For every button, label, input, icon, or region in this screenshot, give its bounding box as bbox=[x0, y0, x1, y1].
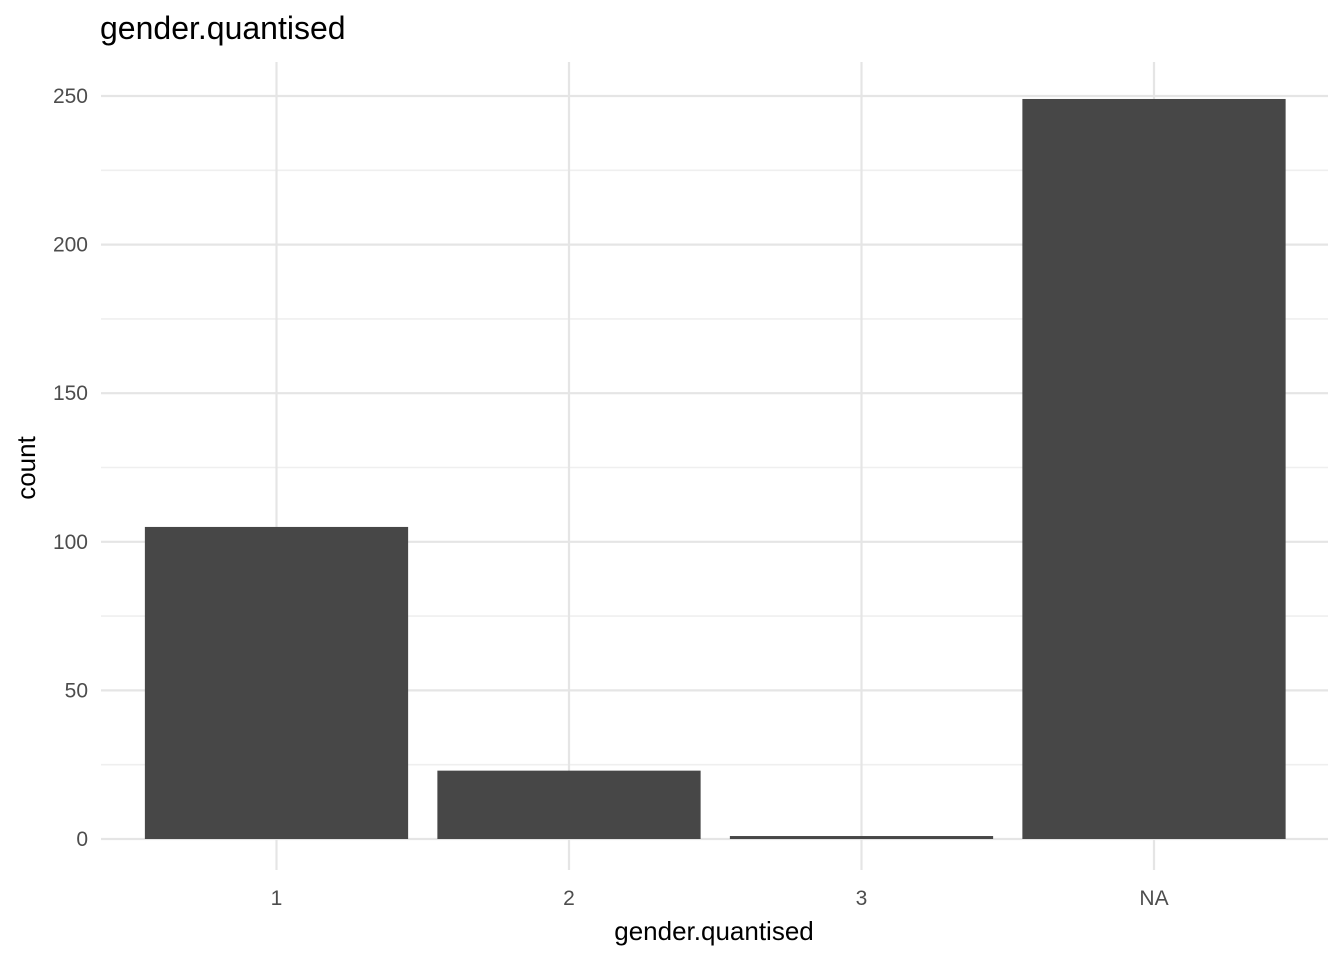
bar-3 bbox=[729, 836, 994, 839]
x-tick-label: 1 bbox=[271, 887, 283, 910]
bar-2 bbox=[437, 770, 701, 839]
x-tick-label: 2 bbox=[563, 887, 575, 910]
y-tick-label: 150 bbox=[53, 382, 88, 405]
bar-na bbox=[1022, 98, 1286, 840]
x-tick-label: NA bbox=[1139, 887, 1168, 910]
y-axis-title: count bbox=[11, 435, 41, 499]
y-tick-label: 250 bbox=[53, 85, 88, 108]
x-axis-title: gender.quantised bbox=[614, 916, 814, 946]
bar-1 bbox=[144, 526, 409, 839]
y-tick-label: 100 bbox=[53, 531, 88, 554]
y-tick-label: 0 bbox=[76, 828, 88, 851]
y-tick-label: 50 bbox=[65, 679, 88, 702]
x-tick-label: 3 bbox=[856, 887, 868, 910]
bars bbox=[144, 98, 1286, 840]
y-axis-ticks: 0 50 100 150 200 250 bbox=[53, 85, 88, 851]
y-tick-label: 200 bbox=[53, 234, 88, 257]
chart-title: gender.quantised bbox=[100, 10, 346, 46]
x-axis-ticks: 1 2 3 NA bbox=[271, 887, 1169, 910]
